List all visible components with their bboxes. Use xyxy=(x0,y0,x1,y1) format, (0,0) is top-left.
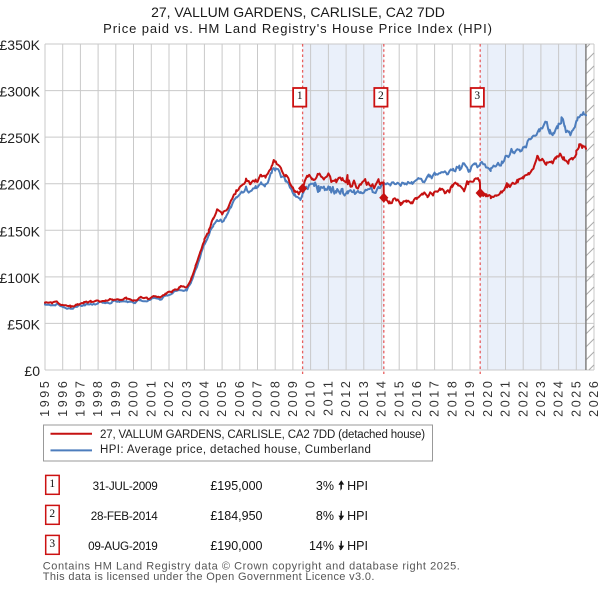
svg-text:2012: 2012 xyxy=(339,379,353,417)
svg-text:2018: 2018 xyxy=(445,379,459,417)
svg-text:Contains HM Land Registry data: Contains HM Land Registry data © Crown c… xyxy=(43,561,461,573)
svg-text:3: 3 xyxy=(474,90,480,102)
svg-text:2019: 2019 xyxy=(463,379,477,417)
svg-text:2020: 2020 xyxy=(481,379,495,417)
svg-text:1: 1 xyxy=(297,90,303,102)
svg-text:2005: 2005 xyxy=(215,379,229,417)
svg-text:2023: 2023 xyxy=(534,379,548,417)
svg-text:2007: 2007 xyxy=(251,379,265,417)
svg-text:2015: 2015 xyxy=(392,379,406,417)
svg-text:2011: 2011 xyxy=(322,379,336,416)
svg-text:£184,950: £184,950 xyxy=(210,509,262,523)
svg-text:£100K: £100K xyxy=(0,270,41,286)
svg-text:2003: 2003 xyxy=(180,379,194,417)
svg-text:This data is licensed under th: This data is licensed under the Open Gov… xyxy=(43,571,375,583)
svg-text:2006: 2006 xyxy=(233,379,247,417)
svg-text:14% ↓ HPI: 14% ↓ HPI xyxy=(309,539,368,553)
svg-text:2008: 2008 xyxy=(268,379,282,417)
svg-text:2014: 2014 xyxy=(375,379,389,417)
svg-text:£250K: £250K xyxy=(0,130,41,146)
svg-text:2024: 2024 xyxy=(552,379,566,417)
svg-text:2001: 2001 xyxy=(144,379,158,417)
svg-text:1995: 1995 xyxy=(38,379,52,417)
svg-text:1: 1 xyxy=(49,478,55,490)
svg-text:2004: 2004 xyxy=(198,379,212,417)
svg-text:£200K: £200K xyxy=(0,177,41,193)
svg-text:09-AUG-2019: 09-AUG-2019 xyxy=(88,540,157,553)
svg-text:28-FEB-2014: 28-FEB-2014 xyxy=(91,510,159,523)
svg-text:2002: 2002 xyxy=(162,379,176,417)
svg-text:£150K: £150K xyxy=(0,223,41,239)
svg-text:27, VALLUM GARDENS, CARLISLE,: 27, VALLUM GARDENS, CARLISLE, CA2 7DD (d… xyxy=(100,429,425,441)
svg-text:2022: 2022 xyxy=(516,379,530,417)
svg-text:£350K: £350K xyxy=(0,37,41,53)
svg-text:2010: 2010 xyxy=(304,379,318,417)
svg-text:2017: 2017 xyxy=(428,379,442,417)
svg-text:2026: 2026 xyxy=(587,379,600,417)
svg-text:£50K: £50K xyxy=(7,316,40,332)
svg-text:2016: 2016 xyxy=(410,379,424,417)
svg-text:£300K: £300K xyxy=(0,84,41,100)
svg-text:£195,000: £195,000 xyxy=(210,479,262,493)
svg-text:27, VALLUM GARDENS, CARLISLE,: 27, VALLUM GARDENS, CARLISLE, CA2 7DD xyxy=(151,4,445,20)
svg-text:£190,000: £190,000 xyxy=(210,539,262,553)
svg-text:£0: £0 xyxy=(24,363,40,379)
svg-text:2021: 2021 xyxy=(499,379,513,417)
svg-text:2000: 2000 xyxy=(127,379,141,417)
svg-text:1996: 1996 xyxy=(56,379,70,417)
svg-text:2: 2 xyxy=(378,90,384,102)
svg-text:2009: 2009 xyxy=(286,379,300,417)
svg-text:2013: 2013 xyxy=(357,379,371,417)
svg-text:1997: 1997 xyxy=(74,379,88,417)
svg-text:HPI: Average price, detached h: HPI: Average price, detached house, Cumb… xyxy=(100,444,371,456)
svg-text:3% ↑ HPI: 3% ↑ HPI xyxy=(316,479,368,493)
svg-text:31-JUL-2009: 31-JUL-2009 xyxy=(93,480,158,493)
svg-text:3: 3 xyxy=(49,538,55,550)
svg-text:1999: 1999 xyxy=(109,379,123,417)
svg-text:2025: 2025 xyxy=(569,379,583,417)
svg-text:2: 2 xyxy=(49,508,55,520)
svg-text:Price paid vs. HM Land Registr: Price paid vs. HM Land Registry's House … xyxy=(103,21,493,36)
svg-text:1998: 1998 xyxy=(91,379,105,417)
